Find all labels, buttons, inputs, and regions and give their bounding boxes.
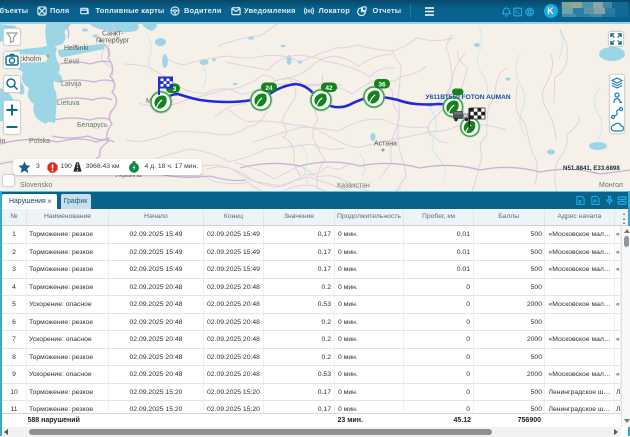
svg-text:Беларусь: Беларусь [77,122,108,129]
svg-text:Казахстан: Казахстан [337,183,370,190]
svg-text:42: 42 [325,85,333,92]
svg-text:in: in [0,138,6,145]
svg-text:Астана: Астана [374,141,397,148]
svg-text:Slovensko: Slovensko [20,182,52,189]
svg-text:ckholm: ckholm [19,56,41,63]
svg-text:Украина: Украина [115,172,142,179]
svg-text:24: 24 [265,85,273,92]
svg-text:Монгол: Монгол [599,182,623,189]
svg-text:Latvija: Latvija [61,81,81,88]
svg-text:3: 3 [173,86,177,93]
svg-text:У611ВТ550 FOTON AUMAN: У611ВТ550 FOTON AUMAN [426,94,511,101]
svg-text:Helsinki: Helsinki [64,45,89,52]
svg-text:Eesti: Eesti [64,59,80,66]
svg-text:Санкт-: Санкт- [102,31,124,38]
svg-text:36: 36 [378,82,386,89]
svg-text:Lietuva: Lietuva [57,100,80,107]
svg-text:Polska: Polska [29,138,50,145]
svg-text:Петербург: Петербург [96,37,130,45]
